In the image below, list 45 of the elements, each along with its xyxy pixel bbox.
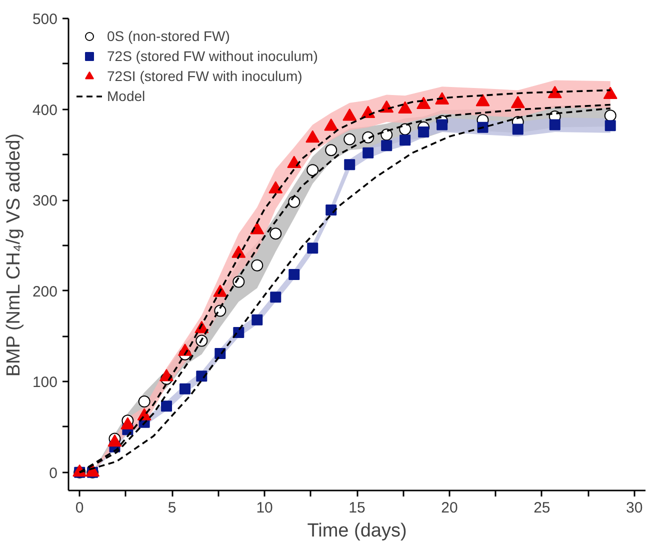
point <box>325 144 338 156</box>
point <box>400 134 411 146</box>
legend-label: Model <box>107 87 146 105</box>
y-tick-label: 500 <box>32 11 58 28</box>
point <box>344 159 356 170</box>
point <box>604 110 616 122</box>
x-tick-label: 5 <box>168 500 176 516</box>
point <box>381 140 392 152</box>
y-tick-label: 300 <box>32 192 58 210</box>
point <box>344 133 356 146</box>
point <box>138 396 150 408</box>
legend-label: 0S (non-stored FW) <box>107 27 230 45</box>
point <box>251 259 264 272</box>
y-tick-label: 100 <box>32 374 58 392</box>
point <box>326 204 337 216</box>
point <box>288 196 300 208</box>
x-tick-label: 30 <box>626 500 643 516</box>
point <box>161 400 172 412</box>
point <box>418 126 430 138</box>
point <box>399 123 412 136</box>
point <box>288 268 300 280</box>
y-tick-label: 200 <box>32 283 58 300</box>
point <box>549 119 560 130</box>
x-tick-label: 20 <box>441 500 458 516</box>
x-axis-title: Time (days) <box>307 520 407 542</box>
y-tick-label: 400 <box>32 102 58 119</box>
point <box>306 164 319 176</box>
x-tick-label: 15 <box>348 500 366 516</box>
point <box>512 124 524 135</box>
point <box>436 119 448 130</box>
point <box>252 314 263 326</box>
point <box>362 147 374 158</box>
x-tick-label: 25 <box>534 500 550 516</box>
point <box>196 370 208 382</box>
y-tick-label: 0 <box>49 464 58 482</box>
legend-label: 72SI (stored FW with inoculum) <box>107 67 302 85</box>
x-tick-label: 10 <box>256 500 273 516</box>
x-tick-label: 0 <box>75 500 84 516</box>
point <box>270 292 282 303</box>
point <box>307 242 318 254</box>
point <box>180 383 191 394</box>
y-axis-title: BMP (NmL CH₄/g VS added) <box>3 133 24 377</box>
legend-label: 72S (stored FW without inoculum) <box>107 47 318 65</box>
point <box>270 228 282 240</box>
point <box>604 120 616 132</box>
